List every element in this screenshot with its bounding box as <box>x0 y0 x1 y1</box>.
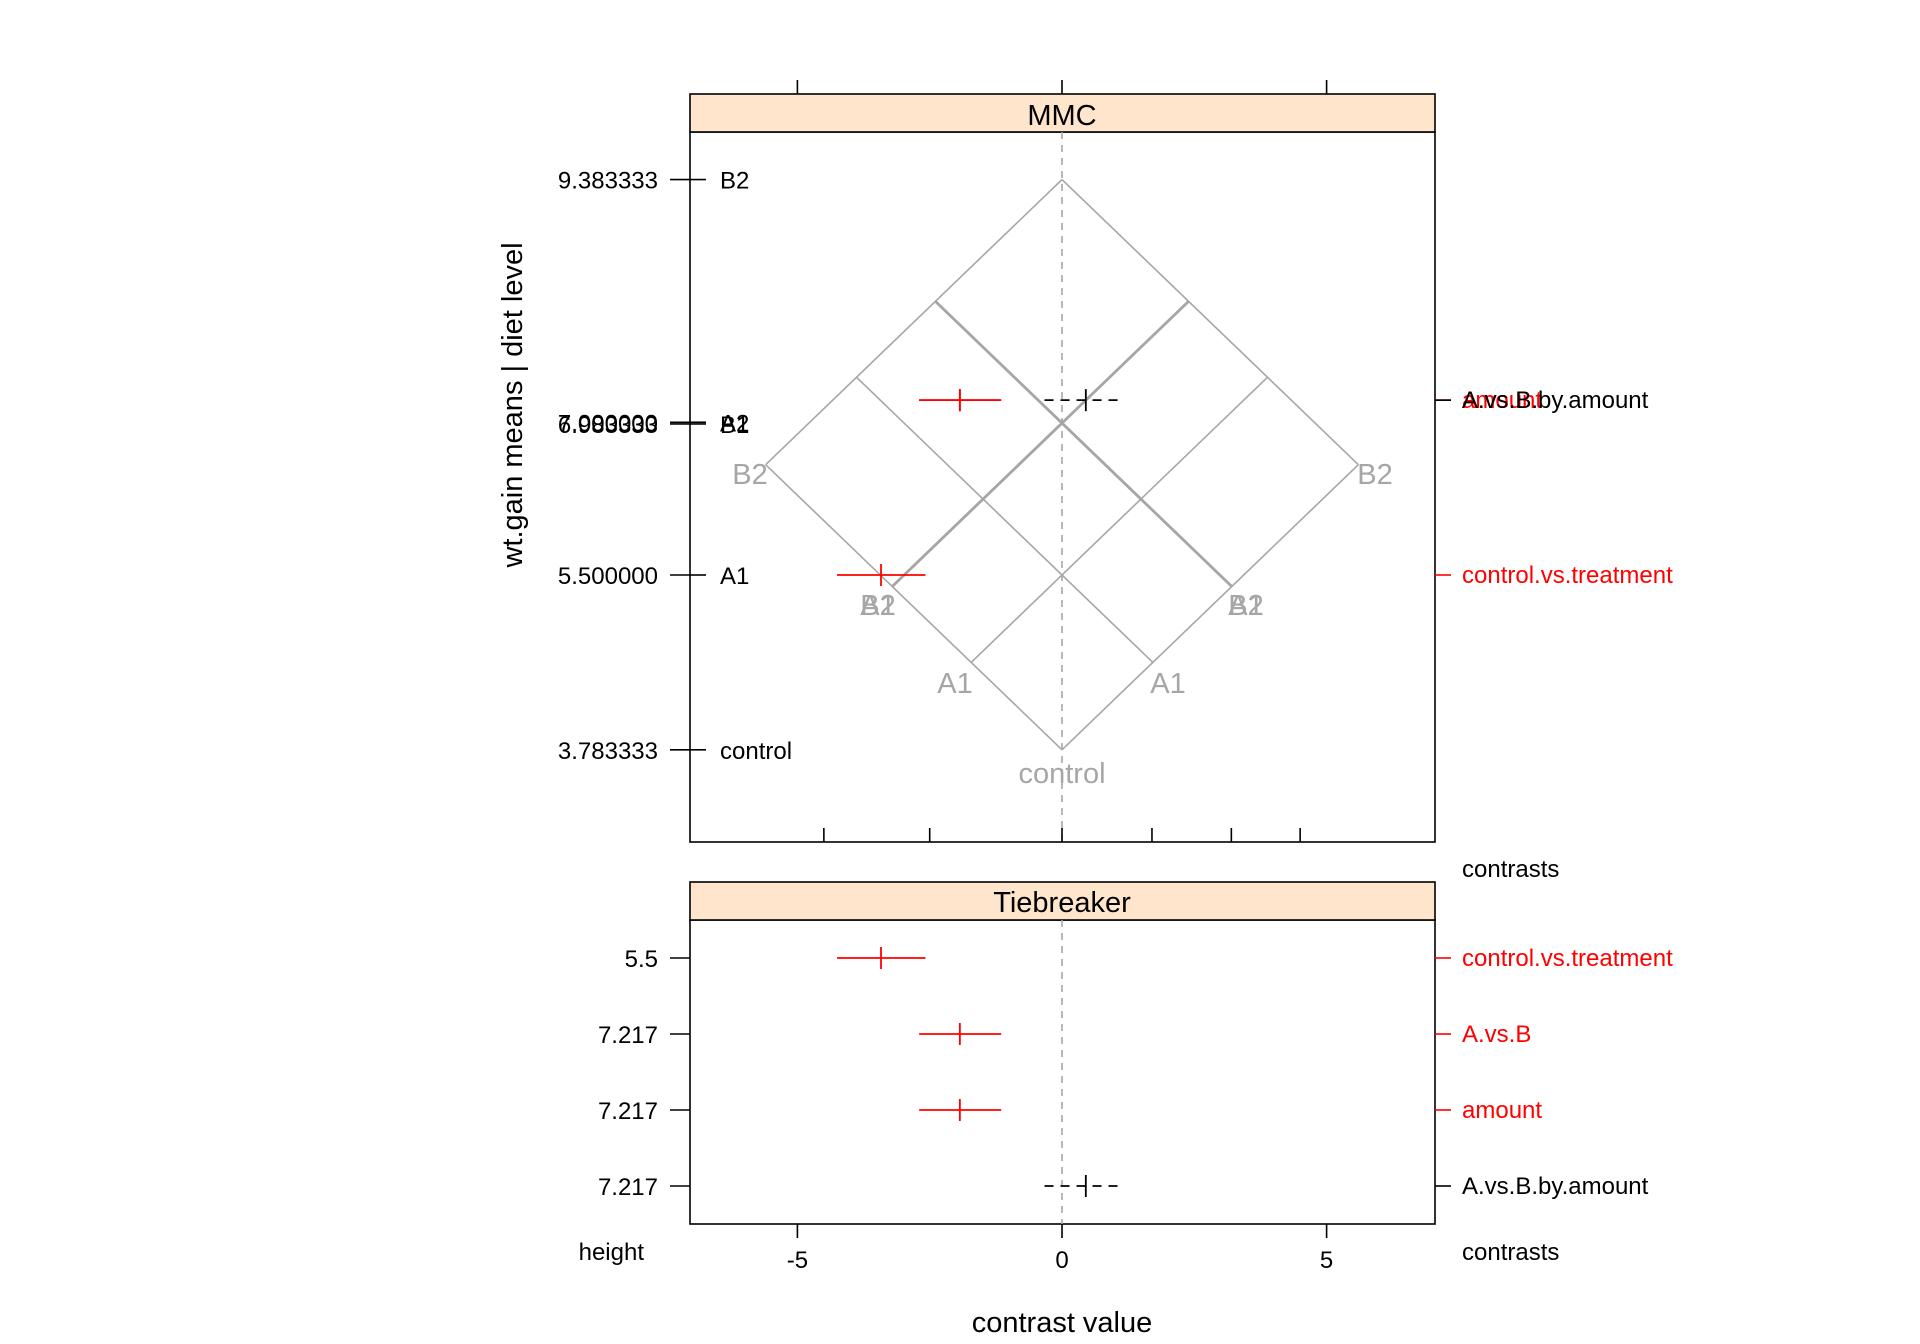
mmc-contrast-labels: control.vs.treatment A.vs.BamountA.vs.B.b… <box>1435 387 1673 589</box>
tiebreaker-contrast-label: amount <box>1462 1097 1542 1124</box>
isomeans-label: A1 <box>1150 668 1185 700</box>
isomeans-line-left-A1 <box>855 376 1154 663</box>
mmc-mean-value-label: 3.783333 <box>558 738 658 765</box>
tiebreaker-height-label: 7.217 <box>598 1174 658 1201</box>
isomeans-line-left-A2 <box>935 300 1233 587</box>
tiebreaker-height-axis: 5.5 7.217 7.217 7.217 <box>598 946 690 1201</box>
isomeans-label: A2 <box>860 590 895 622</box>
isomeans-label: B2 <box>732 459 767 491</box>
isomeans-line-right-B2 <box>765 178 1063 466</box>
x-tick-label: 5 <box>1320 1247 1333 1274</box>
isomeans-line-left-B2 <box>1061 178 1359 466</box>
mmc-contrast-intervals <box>837 389 1121 586</box>
tiebreaker-strip-label: Tiebreaker <box>993 887 1131 919</box>
isomeans-label: B1 <box>860 590 895 622</box>
mmc-mean-level-label: A2 <box>720 410 749 437</box>
tiebreaker-contrast-label: control.vs.treatment <box>1462 945 1673 972</box>
mmc-strip-label: MMC <box>1027 100 1096 132</box>
isomeans-line-left-B1 <box>934 301 1232 588</box>
isomeans-label: B2 <box>1357 459 1392 491</box>
isomeans-line-left-control <box>765 464 1063 751</box>
x-tick-label: -5 <box>787 1247 808 1274</box>
tiebreaker-height-label: 5.5 <box>625 946 658 973</box>
mmc-mean-value-label: 7.000000 <box>558 410 658 437</box>
mmc-mean-level-label: control <box>720 738 792 765</box>
isomeans-line-right-control <box>1061 464 1359 751</box>
mmc-mean-level-label: B2 <box>720 168 749 195</box>
tiebreaker-contrast-label: A.vs.B.by.amount <box>1462 1173 1649 1200</box>
mmc-contrast-label: A.vs.B <box>1462 387 1531 414</box>
y-axis-title: wt.gain means | diet level <box>497 242 529 568</box>
mmc-contrast-label: control.vs.treatment <box>1462 562 1673 589</box>
tiebreaker-contrast-label: A.vs.B <box>1462 1021 1531 1048</box>
isomeans-label: B1 <box>1228 590 1263 622</box>
x-tick-label: 0 <box>1055 1247 1068 1274</box>
mmc-mean-level-label: A1 <box>720 563 749 590</box>
tiebreaker-contrast-intervals <box>837 947 1121 1197</box>
isomeans-line-right-A2 <box>891 300 1189 587</box>
tiebreaker-contrast-labels: control.vs.treatment A.vs.B amount A.vs.B.b… <box>1435 945 1673 1200</box>
isomeans-label: A1 <box>937 668 972 700</box>
isomeans-line-right-A1 <box>970 376 1269 663</box>
tiebreaker-height-label: 7.217 <box>598 1022 658 1049</box>
isomeans-label: A2 <box>1228 590 1263 622</box>
mmc-mean-value-label: 9.383333 <box>558 168 658 195</box>
isomeans-line-right-B1 <box>892 301 1190 588</box>
mmc-mean-axis: 3.783333 control 5.500000 A1 7.000000 A2 6.983… <box>558 168 792 765</box>
tiebreaker-left-title: height <box>579 1239 645 1266</box>
x-axis: -5 0 5 <box>787 80 1333 1274</box>
mmc-mean-level-label: B1 <box>720 412 749 439</box>
mmc-contrast-label: A.vs.B.by.amount <box>1462 387 1649 414</box>
tiebreaker-right-title: contrasts <box>1462 1239 1559 1266</box>
mmc-right-title: contrasts <box>1462 856 1559 883</box>
mmc-mean-value-label: 5.500000 <box>558 563 658 590</box>
mmc-contrast-label: amount <box>1462 387 1542 414</box>
tiebreaker-height-label: 7.217 <box>598 1098 658 1125</box>
mmc-mean-value-label: 6.983333 <box>558 412 658 439</box>
x-axis-title: contrast value <box>972 1307 1153 1339</box>
